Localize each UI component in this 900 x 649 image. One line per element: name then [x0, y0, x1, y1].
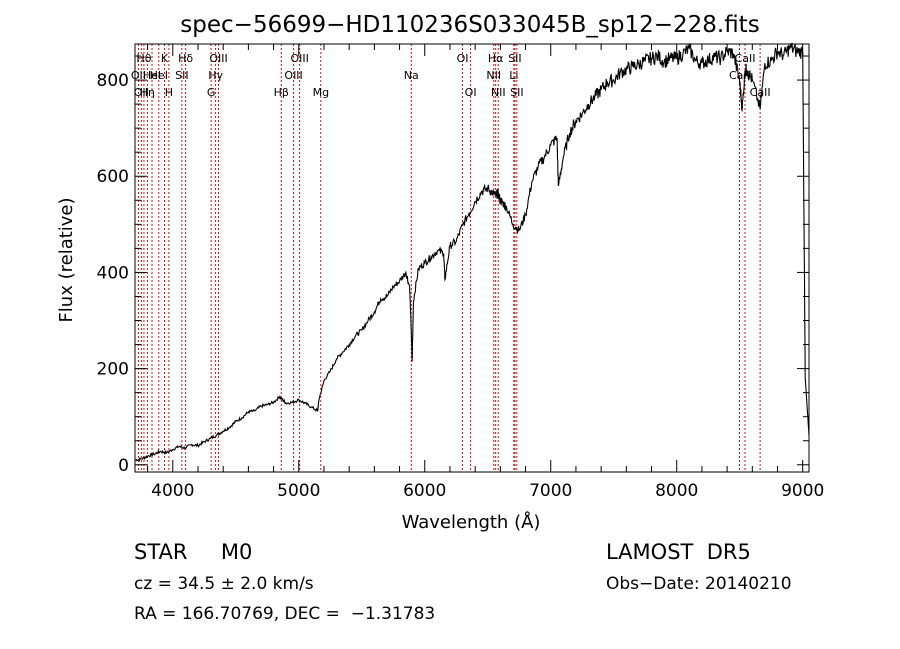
plot-frame [134, 43, 810, 473]
coordinates: RA = 166.70769, DEC = −1.31783 [134, 604, 436, 624]
x-tick-label-1: 5000 [277, 481, 320, 501]
y-tick-label-0: 0 [118, 456, 129, 476]
line-label-14: OIII [284, 69, 302, 82]
y-tick-label-3: 600 [97, 167, 129, 187]
line-label-8: SII [175, 69, 188, 82]
line-label-17: Na [404, 69, 419, 82]
y-axis-label: Flux (relative) [56, 197, 77, 322]
line-label-21: Hα [488, 52, 504, 65]
line-label-5: HeI [150, 69, 168, 82]
line-label-25: SII [510, 86, 523, 99]
line-label-11: Hγ [208, 69, 223, 82]
x-tick-label-3: 7000 [529, 481, 572, 501]
line-label-15: OIII [290, 52, 308, 65]
line-label-12: OIII [209, 52, 227, 65]
y-tick-label-4: 800 [97, 71, 129, 91]
line-label-6: K [161, 52, 169, 65]
x-tick-label-5: 9000 [781, 481, 824, 501]
line-label-19: OI [465, 86, 477, 99]
chart-title: spec−56699−HD110236S033045B_sp12−228.fit… [180, 12, 759, 38]
spectrum-line [134, 42, 810, 463]
redshift-text: cz = 34.5 ± 2.0 km/s [134, 574, 314, 594]
line-label-2: Hθ [136, 52, 151, 65]
line-label-22: NII [491, 86, 506, 99]
line-label-23: Li [509, 69, 518, 82]
x-axis-label: Wavelength (Å) [402, 511, 541, 533]
line-label-13: Hβ [274, 86, 289, 99]
line-label-1: OII [134, 86, 149, 99]
line-label-7: H [165, 86, 173, 99]
line-label-16: Mg [313, 86, 329, 99]
line-label-9: Hδ [178, 52, 193, 65]
y-tick-label-1: 200 [97, 360, 129, 380]
line-label-4: HeI [143, 69, 161, 82]
x-tick-label-4: 8000 [655, 481, 698, 501]
spectral-line-markers [137, 44, 761, 472]
axis-ticks [135, 44, 809, 472]
line-label-28: CaII [750, 86, 771, 99]
y-tick-label-2: 400 [97, 263, 129, 283]
x-tick-label-2: 6000 [403, 481, 446, 501]
obs-date: Obs−Date: 20140210 [606, 574, 792, 594]
axis-tick-labels: 4000 5000 6000 7000 8000 9000 0 200 400 600 800 [97, 71, 825, 501]
line-label-24: SII [508, 52, 521, 65]
line-label-27: CaII [735, 52, 756, 65]
object-class: STAR M0 [134, 540, 253, 564]
x-tick-label-0: 4000 [151, 481, 194, 501]
line-label-18: OI [457, 52, 469, 65]
survey-name: LAMOST DR5 [606, 540, 751, 564]
line-label-3: Hη [140, 86, 155, 99]
line-label-20: NII [486, 69, 501, 82]
line-label-10: G [207, 86, 216, 99]
